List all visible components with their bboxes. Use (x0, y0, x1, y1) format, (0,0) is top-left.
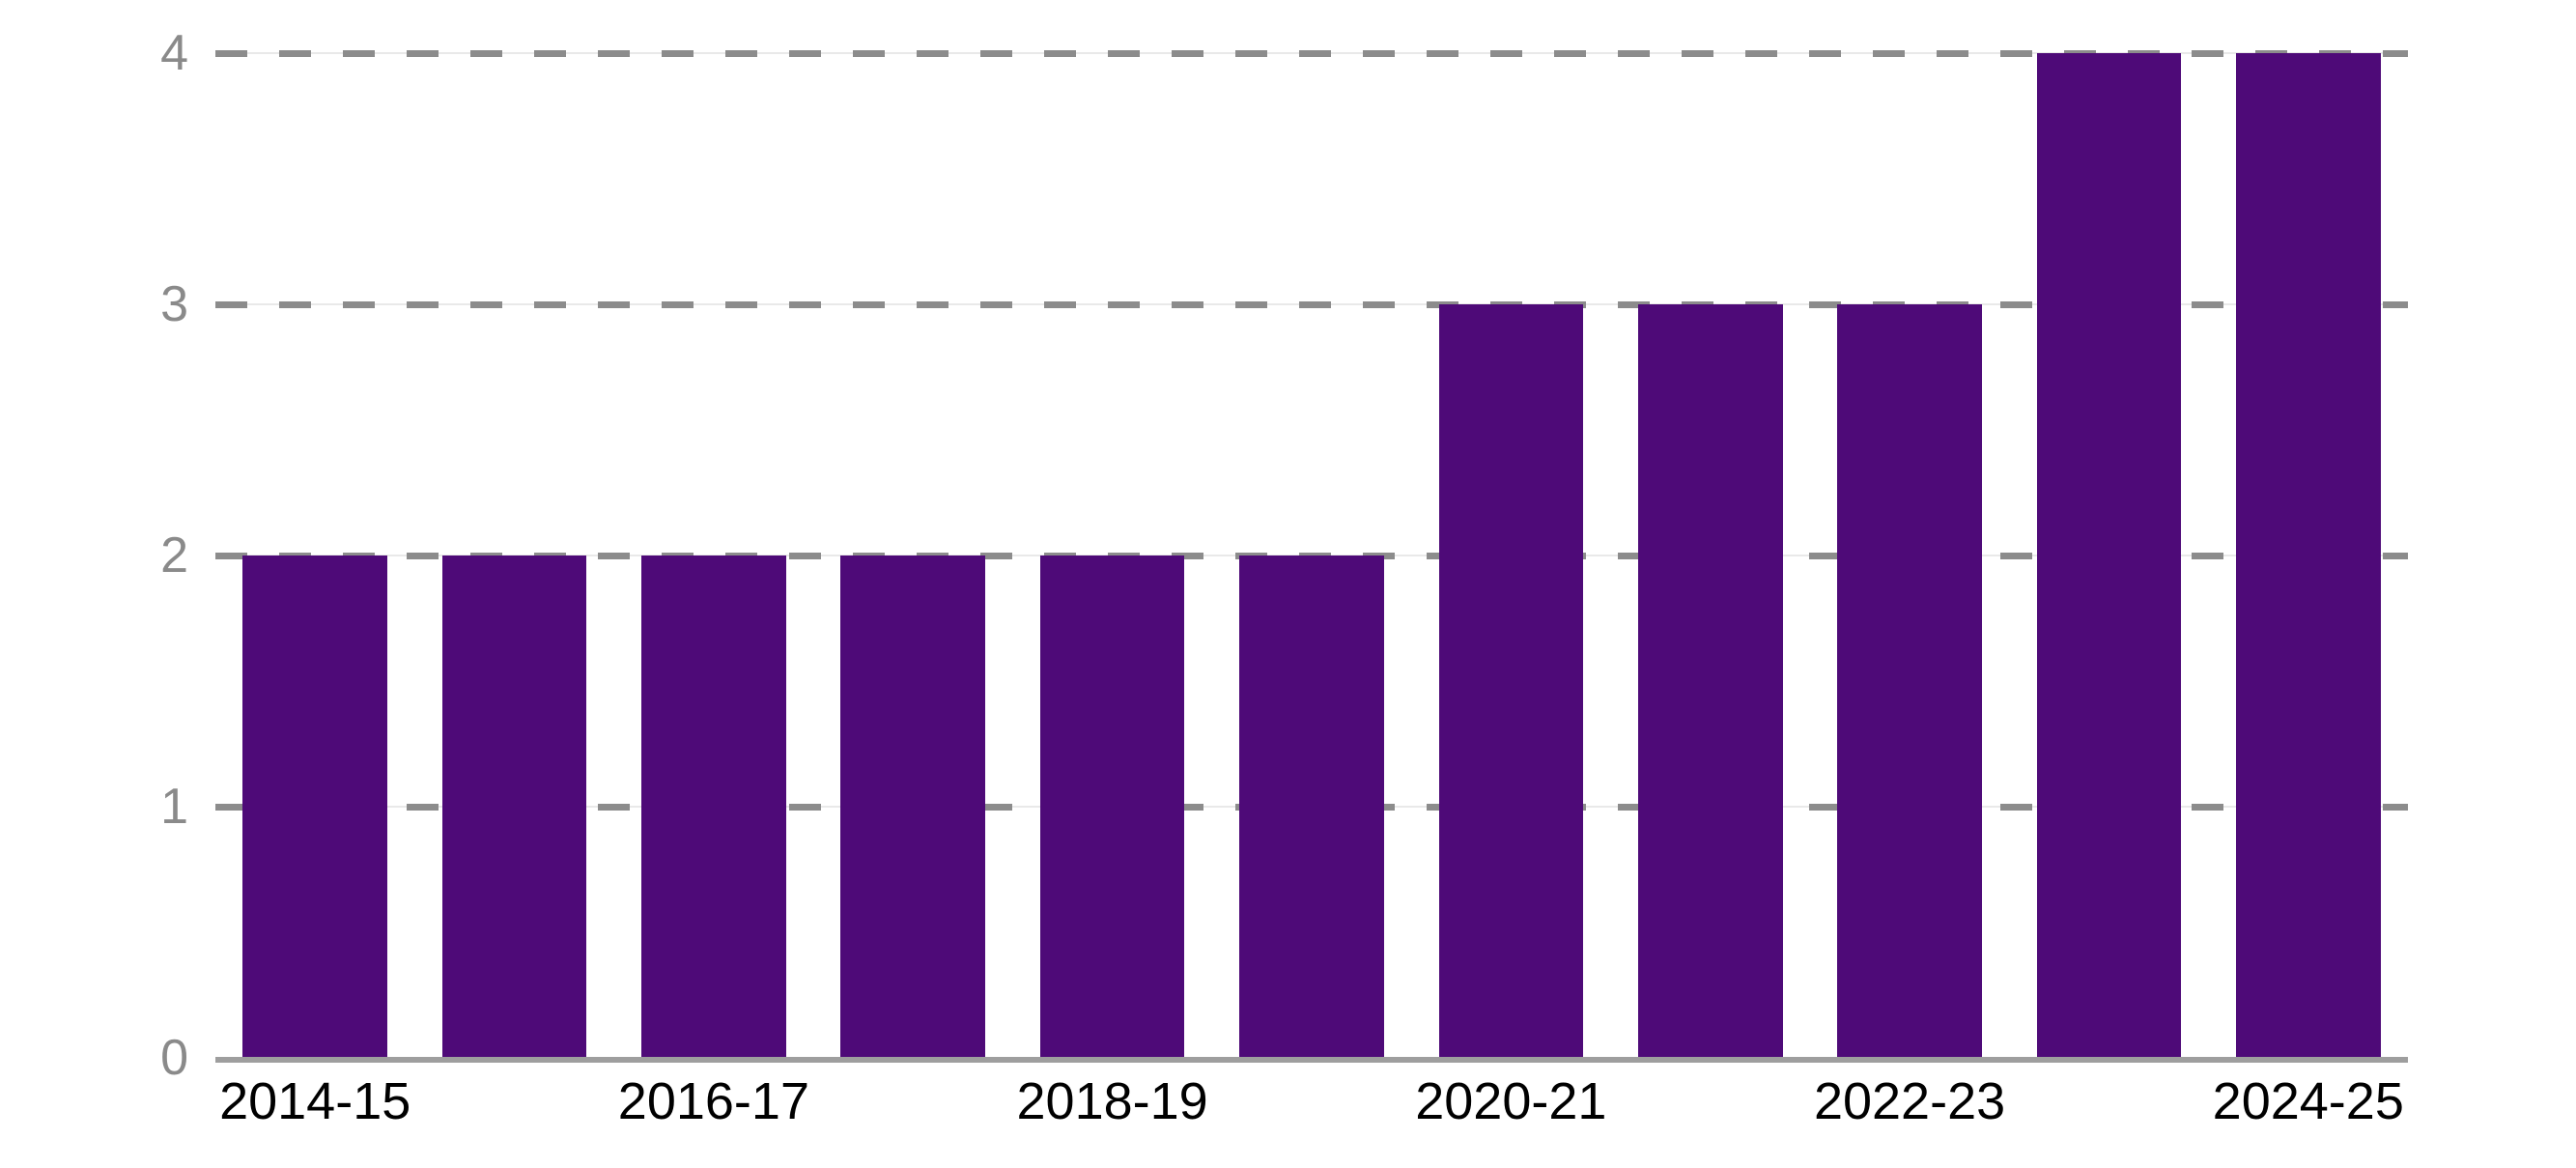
bar-slot-2017-18 (813, 53, 1012, 1058)
x-tick-label-empty-9 (2009, 1075, 2208, 1127)
x-axis-line (215, 1057, 2408, 1063)
x-tick-label-2024-25: 2024-25 (2212, 1072, 2404, 1130)
gridline-y4 (215, 50, 2408, 57)
y-tick-label-2: 2 (160, 527, 188, 584)
y-tick-label-3: 3 (160, 276, 188, 332)
x-tick-label-2022-23: 2022-23 (1813, 1072, 2006, 1130)
bar-2019-20 (1239, 556, 1384, 1058)
bar-2024-25 (2235, 53, 2381, 1058)
bar-2016-17 (641, 556, 786, 1058)
bar-slot-2021-22 (1611, 53, 1810, 1058)
bar-slot-2019-20 (1212, 53, 1411, 1058)
bar-2018-19 (1039, 556, 1185, 1058)
y-tick-label-1: 1 (160, 779, 188, 835)
bar-slot-2023-24 (2009, 53, 2208, 1058)
x-tick-label-empty-3 (813, 1075, 1012, 1127)
bar-slot-2022-23 (1810, 53, 2009, 1058)
bar-2023-24 (2036, 53, 2182, 1058)
y-tick-label-4: 4 (160, 25, 188, 81)
x-tick-label-2016-17: 2016-17 (617, 1072, 809, 1130)
x-tick-label-2020-21: 2020-21 (1415, 1072, 1607, 1130)
x-tick-label-2014-15: 2014-15 (219, 1072, 411, 1130)
y-tick-label-0: 0 (160, 1030, 188, 1086)
gridline-y3 (215, 301, 2408, 308)
bar-2014-15 (242, 556, 387, 1058)
bar-2017-18 (840, 556, 986, 1058)
bar-2015-16 (441, 556, 587, 1058)
bar-slot-2015-16 (414, 53, 613, 1058)
bar-2021-22 (1637, 304, 1783, 1058)
x-axis-tick-labels: 2014-15 2016-17 2018-19 2020-21 2022-23 2024-… (215, 1075, 2408, 1127)
bar-slot-2024-25 (2209, 53, 2408, 1058)
x-tick-label-empty-7 (1611, 1075, 1810, 1127)
bar-slot-2014-15 (215, 53, 414, 1058)
x-tick-label-2018-19: 2018-19 (1016, 1072, 1208, 1130)
bar-slot-2020-21 (1411, 53, 1610, 1058)
bar-slot-2018-19 (1012, 53, 1211, 1058)
bar-2020-21 (1438, 304, 1584, 1058)
bars-layer (215, 53, 2408, 1058)
bar-2022-23 (1837, 304, 1982, 1058)
x-tick-label-empty-5 (1212, 1075, 1411, 1127)
x-tick-label-empty-1 (414, 1075, 613, 1127)
bar-slot-2016-17 (614, 53, 813, 1058)
